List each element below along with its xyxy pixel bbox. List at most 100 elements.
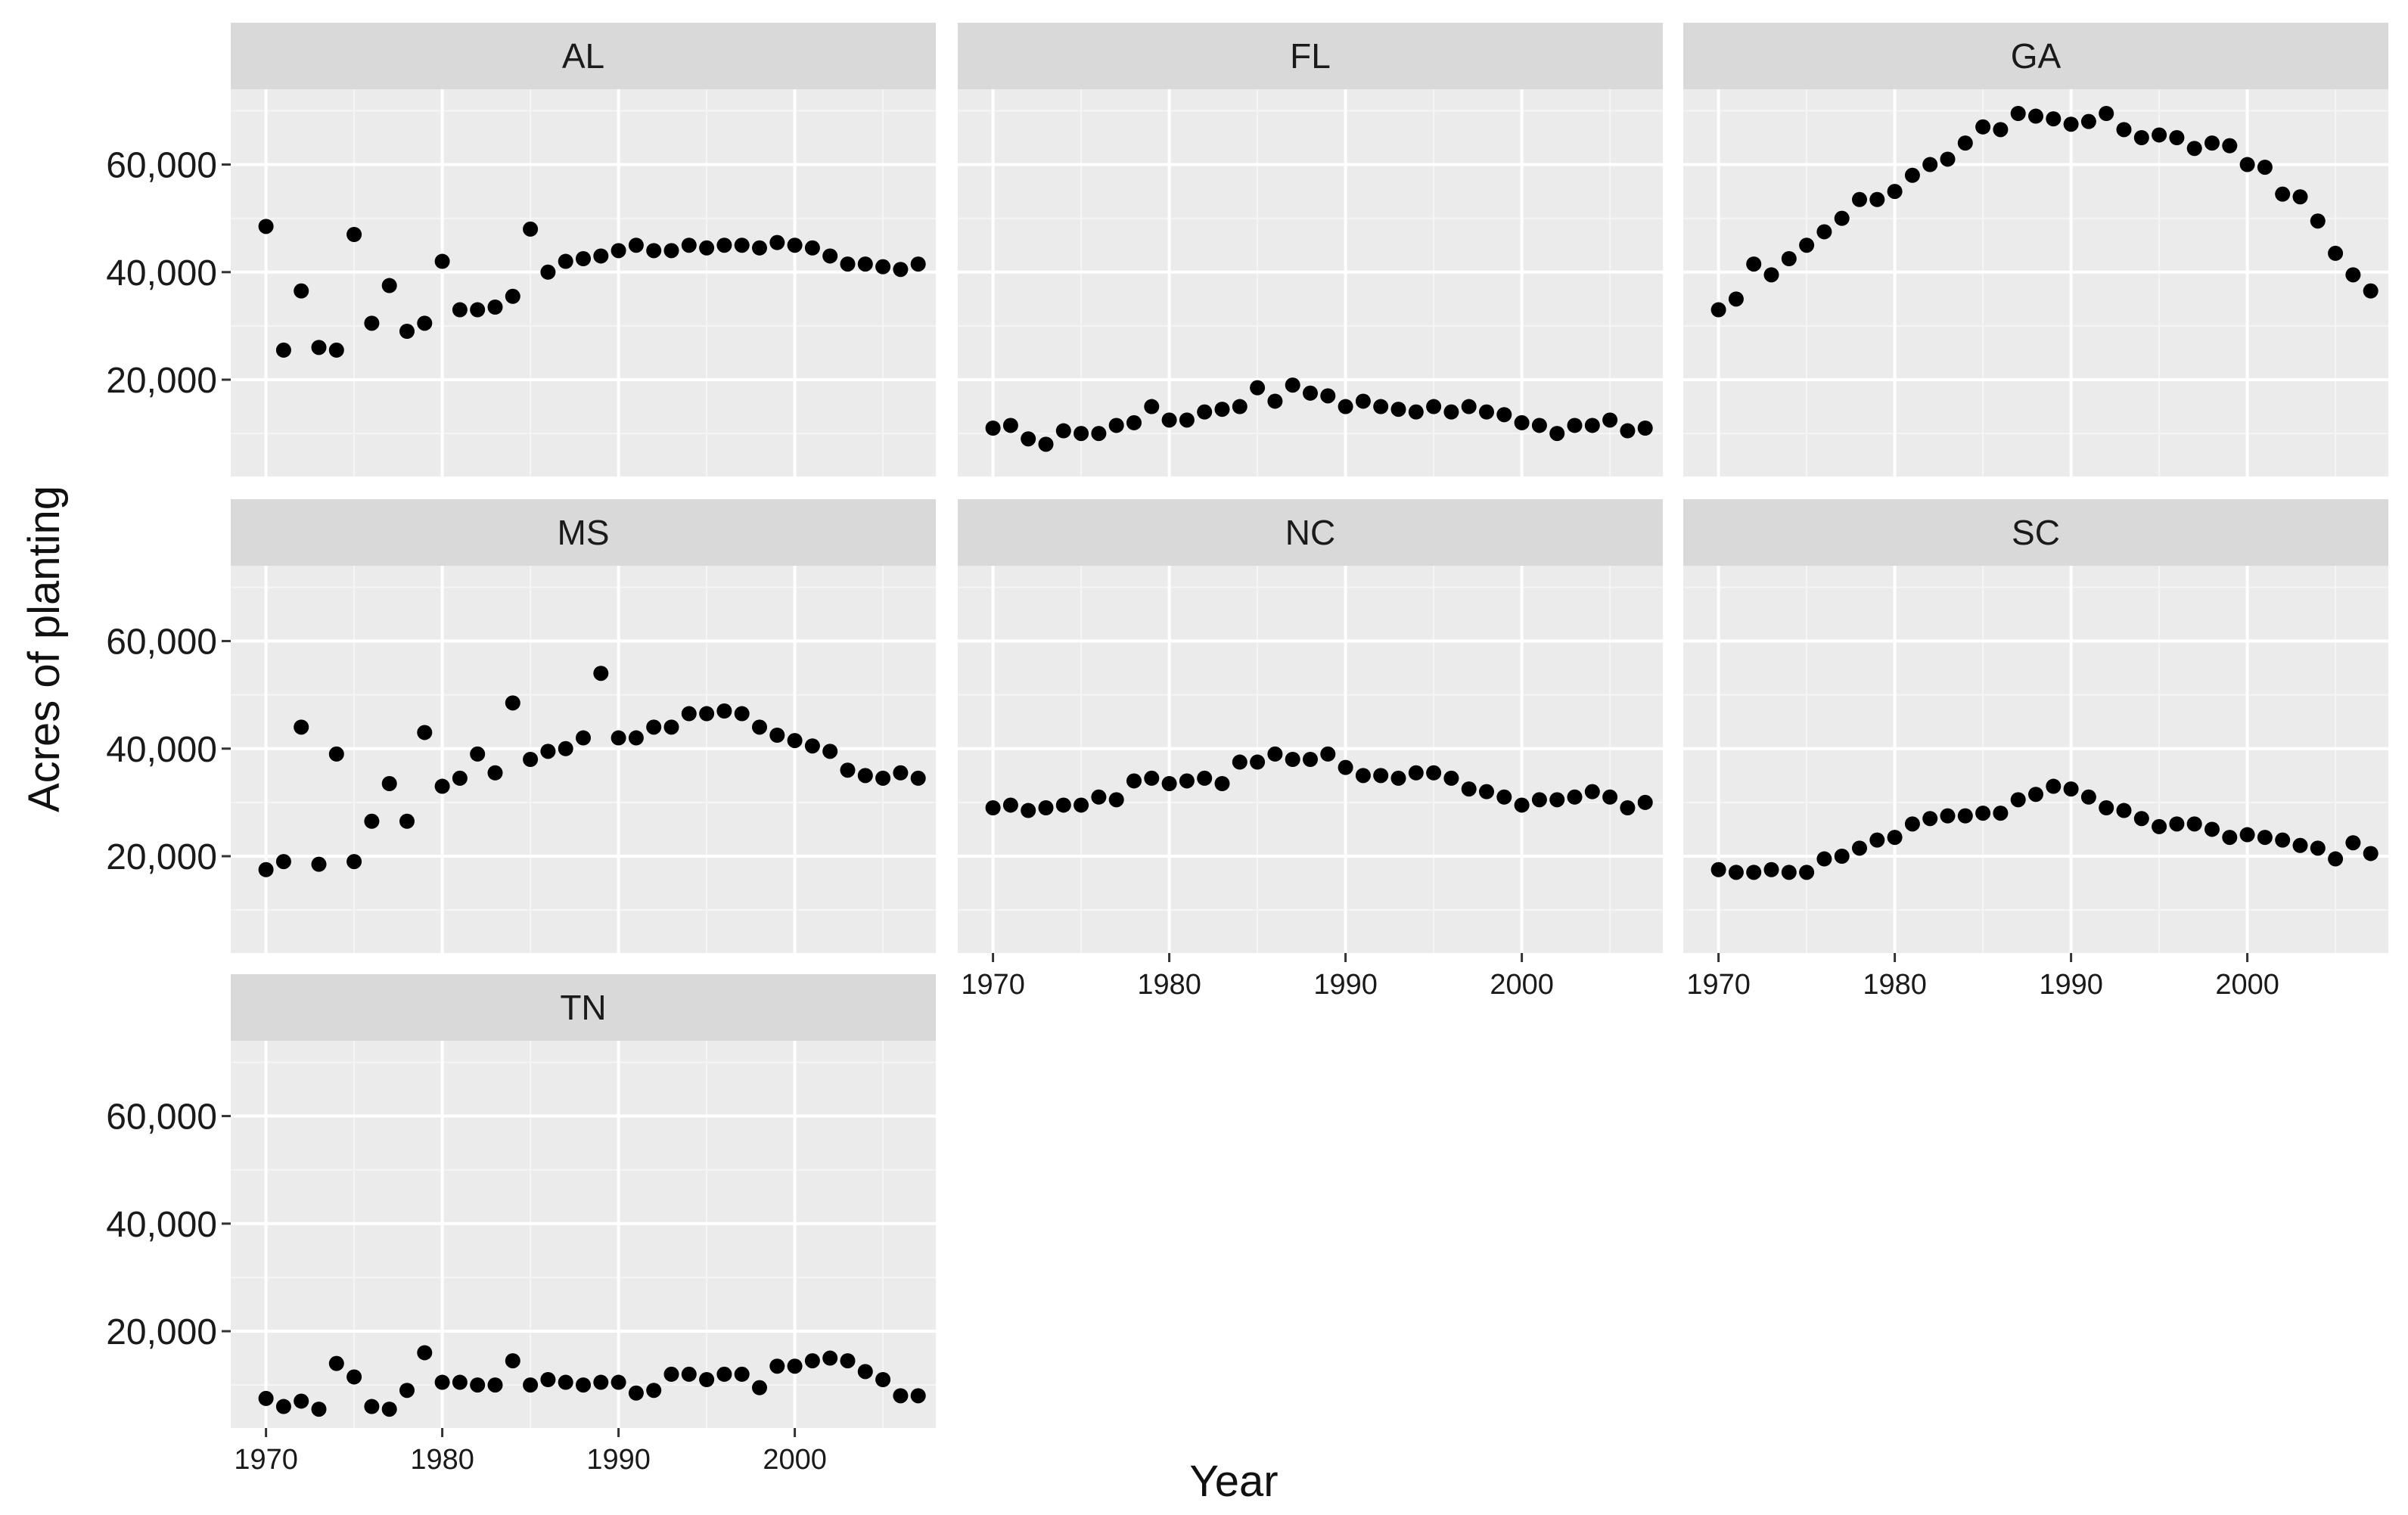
data-point-ga bbox=[2310, 213, 2326, 229]
data-point-nc bbox=[1108, 792, 1124, 808]
data-point-tn bbox=[258, 1390, 274, 1406]
data-point-fl bbox=[1567, 418, 1583, 433]
data-point-nc bbox=[1567, 789, 1583, 805]
data-point-al bbox=[470, 302, 486, 318]
data-point-tn bbox=[699, 1372, 715, 1387]
data-point-ms bbox=[822, 744, 838, 759]
data-point-ms bbox=[752, 719, 767, 735]
data-point-nc bbox=[1496, 789, 1512, 805]
data-point-fl bbox=[1267, 393, 1283, 409]
data-point-ms bbox=[769, 728, 785, 743]
data-point-nc bbox=[1338, 759, 1353, 775]
data-point-ms bbox=[364, 813, 380, 829]
data-point-fl bbox=[1355, 393, 1371, 409]
data-point-tn bbox=[734, 1366, 750, 1382]
data-point-fl bbox=[1514, 414, 1530, 430]
data-point-ga bbox=[2328, 245, 2344, 261]
data-point-fl bbox=[1303, 385, 1318, 401]
data-point-ms bbox=[628, 730, 644, 746]
data-point-ms bbox=[576, 730, 591, 746]
data-point-fl bbox=[985, 421, 1001, 436]
data-point-tn bbox=[752, 1380, 767, 1395]
data-point-sc bbox=[2046, 778, 2062, 794]
facet-label-fl: FL bbox=[1290, 36, 1331, 76]
data-point-al bbox=[434, 253, 450, 269]
data-point-fl bbox=[1214, 402, 1230, 418]
data-point-tn bbox=[628, 1385, 644, 1401]
data-point-ms bbox=[663, 719, 679, 735]
data-point-sc bbox=[1781, 865, 1797, 880]
data-point-fl bbox=[1373, 399, 1389, 414]
data-point-fl bbox=[1338, 399, 1353, 414]
facet-tn: TN 20,000 40,000 60,000 1970 1980 1990 2000 bbox=[106, 974, 936, 1476]
data-point-fl bbox=[1108, 418, 1124, 433]
data-point-ga bbox=[2028, 108, 2043, 124]
data-point-ms bbox=[875, 770, 891, 786]
data-point-nc bbox=[1620, 800, 1636, 815]
facet-sc: SC 1970 1980 1990 2000 bbox=[1683, 499, 2388, 1001]
data-point-nc bbox=[1267, 746, 1283, 762]
data-point-ga bbox=[2169, 130, 2185, 145]
data-point-sc bbox=[1904, 816, 1920, 832]
y-axis-title: Acres of planting bbox=[20, 486, 69, 812]
facet-strip-tn bbox=[231, 974, 936, 1041]
data-point-tn bbox=[558, 1374, 573, 1390]
data-point-sc bbox=[1710, 862, 1726, 877]
data-point-tn bbox=[716, 1366, 732, 1382]
data-point-nc bbox=[1584, 784, 1600, 799]
data-point-fl bbox=[1126, 414, 1142, 430]
data-point-al bbox=[804, 240, 820, 256]
data-point-nc bbox=[1637, 794, 1653, 810]
data-point-al bbox=[646, 243, 662, 259]
panel-background-ms bbox=[231, 566, 936, 953]
x-tick-label: 1970 bbox=[1686, 969, 1751, 1001]
data-point-al bbox=[716, 237, 732, 253]
data-point-nc bbox=[1390, 770, 1406, 786]
x-tick-label: 1970 bbox=[234, 1444, 298, 1476]
data-point-ga bbox=[2010, 106, 2026, 121]
data-point-ms bbox=[452, 770, 468, 786]
data-point-ga bbox=[1728, 291, 1744, 307]
data-point-ms bbox=[381, 776, 397, 791]
data-point-ga bbox=[1993, 122, 2009, 138]
data-point-al bbox=[311, 340, 327, 355]
data-point-nc bbox=[1126, 773, 1142, 789]
data-point-sc bbox=[1816, 851, 1832, 867]
data-point-nc bbox=[1250, 754, 1266, 770]
data-point-al bbox=[681, 237, 697, 253]
data-point-ga bbox=[1799, 237, 1815, 253]
data-point-tn bbox=[364, 1399, 380, 1414]
data-point-tn bbox=[311, 1402, 327, 1417]
data-point-ga bbox=[1763, 267, 1779, 283]
data-point-ms bbox=[399, 813, 415, 829]
data-point-sc bbox=[2099, 800, 2114, 815]
data-point-al bbox=[893, 262, 909, 278]
data-point-nc bbox=[1373, 768, 1389, 784]
data-point-al bbox=[275, 342, 291, 358]
data-point-al bbox=[663, 243, 679, 259]
data-point-tn bbox=[875, 1372, 891, 1387]
data-point-nc bbox=[1285, 752, 1300, 767]
data-point-sc bbox=[1746, 865, 1762, 880]
data-point-ms bbox=[487, 765, 503, 781]
data-point-nc bbox=[1161, 776, 1177, 791]
data-point-ga bbox=[2046, 111, 2062, 127]
data-point-al bbox=[875, 259, 891, 275]
data-point-ms bbox=[893, 765, 909, 781]
data-point-nc bbox=[1355, 768, 1371, 784]
panel-background-fl bbox=[958, 89, 1663, 477]
data-point-fl bbox=[1620, 423, 1636, 439]
data-point-tn bbox=[452, 1374, 468, 1390]
data-point-sc bbox=[1852, 840, 1867, 856]
data-point-nc bbox=[1074, 797, 1089, 813]
data-point-tn bbox=[646, 1383, 662, 1399]
data-point-tn bbox=[328, 1355, 344, 1371]
data-point-ga bbox=[2222, 138, 2238, 154]
data-point-al bbox=[452, 302, 468, 318]
data-point-nc bbox=[1214, 776, 1230, 791]
data-point-tn bbox=[611, 1374, 626, 1390]
data-point-fl bbox=[1584, 418, 1600, 433]
data-point-tn bbox=[346, 1369, 362, 1385]
facet-label-al: AL bbox=[562, 36, 604, 76]
